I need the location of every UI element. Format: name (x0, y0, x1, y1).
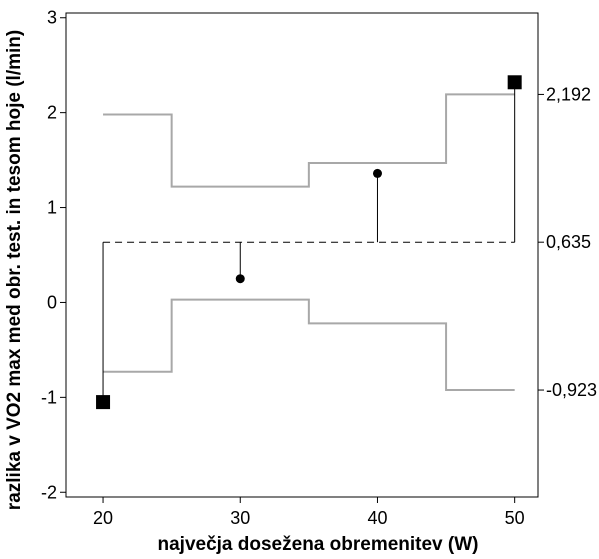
y-tick-label: -1 (41, 387, 57, 407)
x-axis: 20 30 40 50 (93, 497, 525, 528)
x-tick-label: 30 (230, 508, 250, 528)
y-axis: -2 -1 0 1 2 3 (41, 8, 66, 502)
point-square-1 (96, 395, 111, 410)
lower-limit-line (103, 298, 515, 392)
x-tick-label: 40 (367, 508, 387, 528)
upper-limit-line (103, 93, 515, 188)
point-circle-2 (235, 274, 245, 284)
plot-area-frame (65, 12, 539, 498)
x-tick-label: 50 (505, 508, 525, 528)
data-points (96, 75, 522, 410)
control-limits (103, 93, 515, 392)
x-tick-label: 20 (93, 508, 113, 528)
right-limit-label: -0,923 (546, 380, 597, 400)
x-axis-title: največja dosežena obremenitev (W) (158, 534, 479, 555)
right-limit-labels: 2,192 0,635 -0,923 (538, 84, 597, 400)
y-axis-title: razlika v VO2 max med obr. test. in teso… (4, 30, 25, 510)
y-tick-label: -2 (41, 482, 57, 502)
right-limit-label: 2,192 (546, 84, 591, 104)
point-square-4 (507, 75, 522, 90)
y-tick-label: 0 (47, 292, 57, 312)
y-tick-label: 2 (47, 103, 57, 123)
deviation-stems (102, 82, 516, 403)
point-circle-3 (372, 168, 382, 178)
y-tick-label: 3 (47, 8, 57, 28)
y-tick-label: 1 (47, 198, 57, 218)
right-limit-label: 0,635 (546, 232, 591, 252)
